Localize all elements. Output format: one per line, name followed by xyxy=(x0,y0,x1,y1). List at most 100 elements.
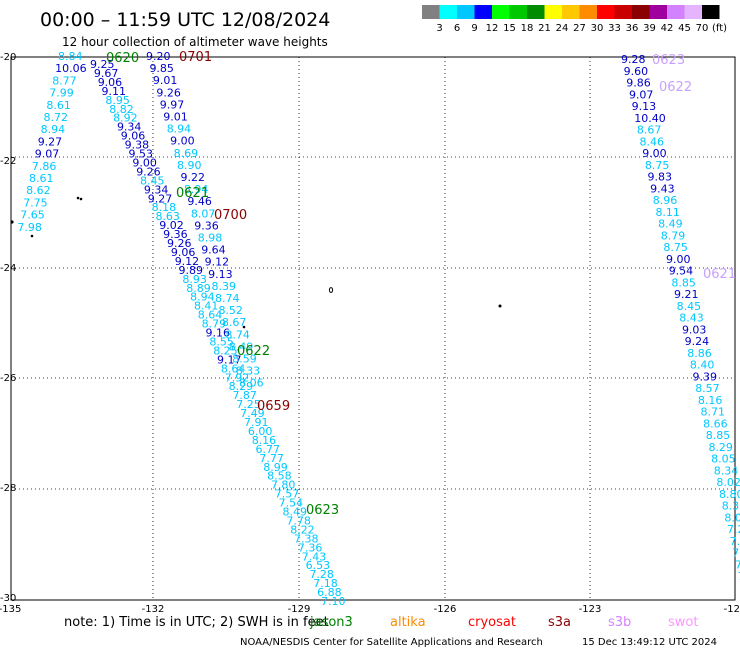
swh-value: 6.00 xyxy=(248,425,273,438)
swh-value: 8.84 xyxy=(58,50,83,63)
legend-label: 33 xyxy=(608,23,621,34)
swh-value: 9.00 xyxy=(666,253,691,266)
lon-tick-label: -129 xyxy=(288,604,311,615)
legend-label: 39 xyxy=(643,23,656,34)
legend-swatch xyxy=(544,5,562,19)
swh-value: 8.52 xyxy=(218,304,243,317)
island-marks xyxy=(10,196,502,329)
legend-label: 18 xyxy=(521,23,534,34)
swh-value: 8.61 xyxy=(46,99,71,112)
legend-unit: (ft) xyxy=(712,23,727,34)
footer-credit: NOAA/NESDIS Center for Satellite Applica… xyxy=(240,637,543,648)
swh-value: 8.63 xyxy=(155,210,180,223)
swh-value: 7.25 xyxy=(236,398,260,411)
swh-value: 7.75 xyxy=(23,196,48,209)
swh-value: 8.18 xyxy=(152,201,177,214)
swh-value: 9.39 xyxy=(693,370,718,383)
legend-swatch xyxy=(562,5,580,19)
legend-swatch xyxy=(422,5,440,19)
swh-value: 9.22 xyxy=(181,171,206,184)
legend-swatch xyxy=(579,5,597,19)
swh-value: 9.06 xyxy=(171,246,196,259)
swh-value: 6.77 xyxy=(256,443,280,456)
swh-value: 7.79 xyxy=(738,570,740,583)
altimeter-tracks: 8.8410.068.777.998.618.728.949.279.077.8… xyxy=(17,50,740,608)
swh-value: 9.64 xyxy=(201,244,226,257)
swh-value: 7.47 xyxy=(730,535,740,548)
swh-value: 8.61 xyxy=(29,172,54,185)
swh-value: 7.38 xyxy=(294,532,319,545)
swh-value: 9.86 xyxy=(626,77,651,90)
swh-value: 9.13 xyxy=(208,268,233,281)
swh-value: 8.62 xyxy=(26,184,50,197)
legend-label: 45 xyxy=(678,23,691,34)
swh-value: 7.37 xyxy=(735,558,740,571)
swh-value: 8.05 xyxy=(724,511,740,524)
legend-swatch xyxy=(614,5,632,19)
satellite-label: altika xyxy=(390,615,426,630)
swh-value: 9.46 xyxy=(187,195,212,208)
swh-value: 8.45 xyxy=(140,174,165,187)
legend-swatch xyxy=(684,5,702,19)
swh-value: 8.64 xyxy=(198,309,223,322)
legend-label: 36 xyxy=(626,23,639,34)
swh-value: 8.85 xyxy=(706,429,731,442)
island-mark xyxy=(30,234,34,238)
legend-swatch xyxy=(632,5,650,19)
swh-value: 8.92 xyxy=(113,112,138,125)
color-legend: 3 6 9 12 15 18 21 24 27 30 33 36 39 42 45 70 (ft) xyxy=(422,5,727,34)
swh-value: 7.91 xyxy=(244,416,269,429)
swh-value: 8.41 xyxy=(194,300,219,313)
swh-value: 8.57 xyxy=(695,382,720,395)
swh-value: 7.29 xyxy=(727,523,740,536)
pass-time-label: 0621 xyxy=(176,186,209,201)
swh-value: 8.49 xyxy=(658,218,683,231)
legend-swatch xyxy=(439,5,457,19)
swh-value: 9.27 xyxy=(148,192,173,205)
swh-value: 9.06 xyxy=(98,76,123,89)
legend-label: 24 xyxy=(556,23,569,34)
lon-tick-label: -120 xyxy=(724,604,740,615)
pass-time-label: 0621 xyxy=(703,267,736,282)
legend-label: 30 xyxy=(591,23,604,34)
swh-value: 9.16 xyxy=(206,327,231,340)
swh-value: 8.33 xyxy=(236,365,261,378)
swh-value: 8.11 xyxy=(655,206,680,219)
swh-value: 8.40 xyxy=(690,359,715,372)
swh-value: 7.43 xyxy=(302,550,327,563)
satellite-legend: jason3 altika cryosat s3a s3b swot xyxy=(309,615,698,630)
swh-value: 8.25 xyxy=(213,344,238,357)
swh-value: 9.25 xyxy=(90,58,115,71)
swh-value: 8.93 xyxy=(182,273,207,286)
swh-value: 8.58 xyxy=(267,470,292,483)
swh-value: 8.94 xyxy=(184,183,209,196)
swh-value: 8.67 xyxy=(222,316,247,329)
swh-value: 8.71 xyxy=(701,406,726,419)
swh-value: 7.87 xyxy=(232,389,257,402)
legend-label: 15 xyxy=(503,23,516,34)
swh-value: 8.77 xyxy=(52,74,76,87)
legend-label: 12 xyxy=(486,23,499,34)
swh-value: 8.79 xyxy=(202,318,227,331)
pass-time-label: 0622 xyxy=(659,80,692,95)
swh-value: 7.80 xyxy=(271,479,296,492)
swh-value: 8.75 xyxy=(645,159,670,172)
legend-label: 42 xyxy=(661,23,674,34)
swh-value: 8.46 xyxy=(640,135,665,148)
swh-value: 7.99 xyxy=(49,87,74,100)
swh-value: 8.94 xyxy=(190,291,215,304)
legend-label: 9 xyxy=(471,23,477,34)
swh-value: 7.10 xyxy=(321,595,346,608)
swh-value: 9.36 xyxy=(163,228,188,241)
swh-value: 8.99 xyxy=(263,461,288,474)
swh-value: 8.43 xyxy=(679,312,704,325)
swh-value: 7.18 xyxy=(313,577,338,590)
legend-swatch xyxy=(474,5,492,19)
swh-value: 8.72 xyxy=(44,111,69,124)
swh-value: 9.67 xyxy=(94,67,119,80)
pass-time-label: 0700 xyxy=(214,208,247,223)
swh-value: 8.59 xyxy=(232,353,257,366)
swh-value: 9.36 xyxy=(194,219,219,232)
lat-tick-label: -20 xyxy=(0,52,16,63)
swh-value: 9.85 xyxy=(149,62,174,75)
